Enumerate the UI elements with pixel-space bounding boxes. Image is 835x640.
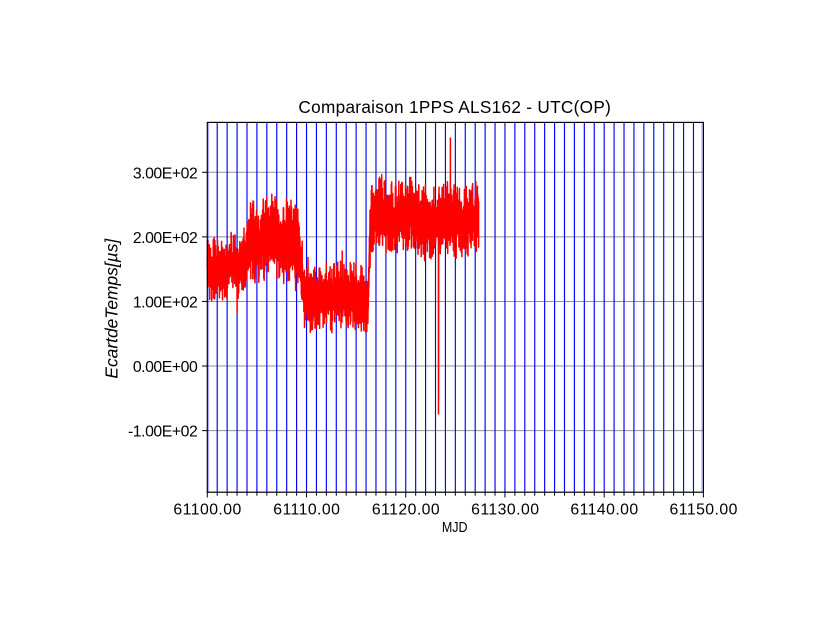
svg-text:-1.00E+02: -1.00E+02	[128, 424, 197, 441]
svg-text:Comparaison 1PPS ALS162 - UTC(: Comparaison 1PPS ALS162 - UTC(OP)	[298, 97, 611, 117]
svg-text:EcartdeTemps[µs]: EcartdeTemps[µs]	[101, 238, 121, 379]
svg-text:2.00E+02: 2.00E+02	[133, 230, 197, 247]
svg-text:61120.00: 61120.00	[372, 501, 440, 518]
svg-text:61110.00: 61110.00	[273, 501, 340, 518]
svg-text:61140.00: 61140.00	[570, 501, 638, 518]
svg-text:1.00E+02: 1.00E+02	[133, 295, 197, 312]
svg-text:61100.00: 61100.00	[173, 501, 241, 518]
svg-text:MJD: MJD	[442, 519, 468, 535]
svg-text:61150.00: 61150.00	[670, 501, 738, 518]
svg-text:3.00E+02: 3.00E+02	[133, 165, 197, 182]
svg-text:61130.00: 61130.00	[471, 501, 539, 518]
svg-text:0.00E+00: 0.00E+00	[133, 359, 198, 376]
